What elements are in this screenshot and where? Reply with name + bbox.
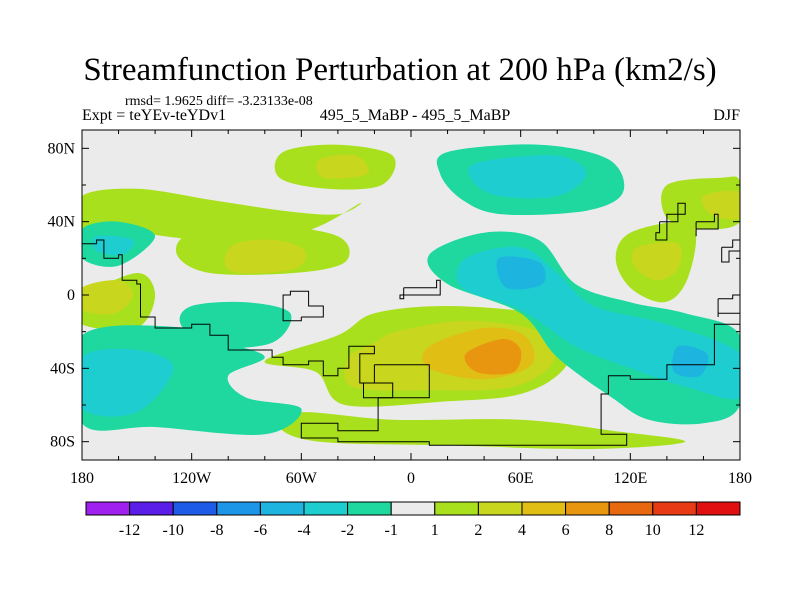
colorbar-swatch-7: [390, 501, 436, 516]
coastline-5: [695, 213, 719, 237]
colorbar-label: 6: [562, 522, 570, 539]
colorbar-label: 10: [645, 522, 661, 539]
positive-contour-region-13: [631, 242, 682, 281]
negative-contour-region-22: [92, 235, 135, 256]
positive-contour-region-11: [464, 338, 522, 375]
y-tick-label: 80S: [50, 434, 75, 451]
x-tick-label: 180: [70, 470, 94, 487]
y-tick-label: 40S: [50, 360, 75, 377]
coastline-2: [363, 364, 430, 399]
colorbar-swatch-10: [521, 501, 567, 516]
negative-contour-region-19: [82, 348, 174, 417]
x-tick-label: 180: [728, 470, 752, 487]
colorbar-swatch-3: [216, 501, 261, 516]
colorbar-label: 4: [518, 522, 526, 539]
case-comparison-label: 495_5_MaBP - 495_5_MaBP: [319, 107, 511, 124]
colorbar-swatch-12: [608, 501, 654, 516]
rmsd-diff-stats: rmsd= 1.9625 diff= -3.23133e-08: [125, 94, 313, 109]
colorbar-swatch-13: [652, 501, 697, 516]
colorbar: -12 -10 -8 -6 -4 -2 -1 1 2 4 6 8 10 12: [85, 501, 741, 539]
y-tick-label: 80N: [47, 140, 75, 157]
y-tick-label: 0: [67, 287, 75, 304]
positive-contour-region-4: [224, 239, 307, 274]
colorbar-label: -1: [385, 522, 398, 539]
colorbar-label: 8: [605, 522, 613, 539]
coastline-4: [655, 202, 686, 241]
colorbar-label: -8: [210, 522, 223, 539]
colorbar-label: -4: [297, 522, 310, 539]
colorbar-label: 2: [474, 522, 482, 539]
colorbar-label: 12: [688, 522, 704, 539]
x-tick-label: 120E: [613, 470, 647, 487]
x-tick-label: 0: [407, 470, 415, 487]
positive-contour-region-6: [82, 280, 134, 315]
colorbar-label: -6: [254, 522, 267, 539]
negative-contour-region-17: [468, 155, 587, 199]
colorbar-swatch-9: [477, 501, 523, 516]
x-tick-label: 120W: [172, 470, 212, 487]
coastline-6: [721, 239, 740, 263]
coastline-3: [399, 279, 441, 300]
y-axis: 80N 40N 0 40S 80S: [47, 140, 740, 451]
x-tick-label: 60E: [508, 470, 534, 487]
y-tick-label: 40N: [47, 214, 75, 231]
contour-fill-layer: [82, 144, 740, 450]
season-label: DJF: [713, 107, 740, 124]
coastline-layer: [82, 202, 740, 446]
colorbar-swatch-1: [129, 501, 174, 516]
colorbar-swatch-14: [695, 501, 741, 516]
x-axis: 180 120W 60W 0 60E 120E 180: [70, 130, 752, 487]
colorbar-label: 1: [431, 522, 439, 539]
experiment-label: Expt = teYEv-teYDv1: [82, 107, 227, 124]
colorbar-swatch-8: [434, 501, 479, 516]
chart-title: Streamfunction Perturbation at 200 hPa (…: [83, 52, 717, 88]
negative-contour-region-26: [672, 345, 709, 378]
positive-contour-region-2: [316, 154, 369, 179]
colorbar-label: -12: [119, 522, 140, 539]
colorbar-label: -2: [341, 522, 354, 539]
colorbar-swatch-5: [303, 501, 349, 516]
negative-contour-region-25: [496, 256, 546, 290]
colorbar-swatch-4: [259, 501, 305, 516]
colorbar-swatch-6: [347, 501, 392, 516]
positive-contour-region-8: [278, 412, 686, 450]
colorbar-swatch-11: [565, 501, 610, 516]
colorbar-swatch-2: [172, 501, 218, 516]
coastline-7: [717, 294, 740, 317]
x-tick-label: 60W: [286, 470, 318, 487]
colorbar-swatch-0: [85, 501, 131, 516]
coastline-1: [282, 290, 324, 322]
colorbar-label: -10: [163, 522, 184, 539]
positive-contour-region-15: [701, 190, 740, 220]
coastline-0: [82, 239, 740, 446]
negative-contour-region-20: [179, 301, 292, 348]
